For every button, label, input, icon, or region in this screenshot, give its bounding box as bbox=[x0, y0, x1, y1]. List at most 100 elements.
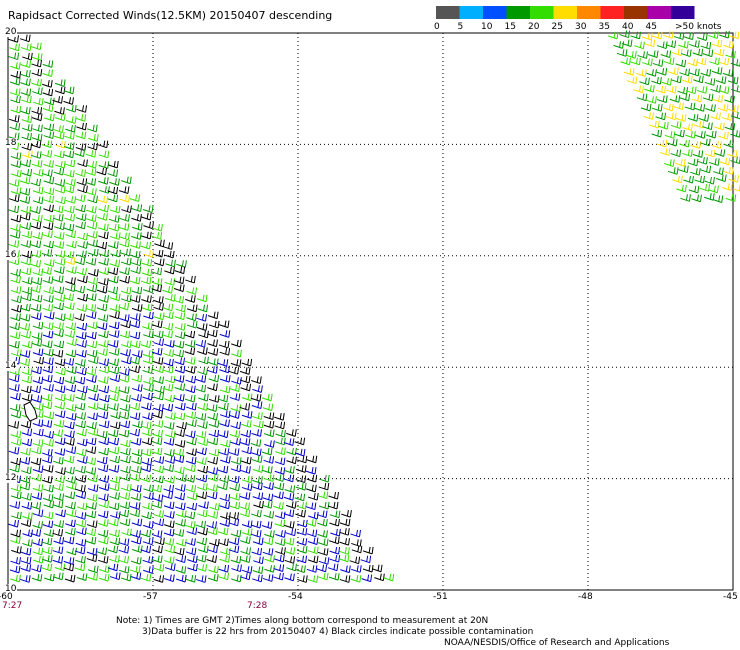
wind-barb bbox=[42, 511, 54, 520]
wind-barb bbox=[673, 102, 684, 110]
wind-barb bbox=[53, 322, 64, 331]
wind-barb bbox=[98, 204, 110, 213]
scale-swatch bbox=[577, 6, 601, 19]
wind-barb bbox=[87, 142, 99, 151]
wind-barb bbox=[63, 142, 75, 150]
wind-barb bbox=[685, 86, 697, 95]
wind-barb bbox=[351, 545, 363, 554]
wind-barb bbox=[141, 402, 152, 411]
wind-barb bbox=[41, 476, 53, 484]
wind-barb bbox=[96, 286, 108, 294]
wind-barb bbox=[118, 538, 130, 547]
wind-barb bbox=[65, 116, 77, 124]
wind-barb bbox=[185, 385, 196, 394]
wind-barb bbox=[700, 165, 712, 174]
wind-barb bbox=[108, 348, 120, 356]
wind-barb bbox=[184, 430, 196, 439]
wind-barb bbox=[684, 102, 696, 111]
wind-barb bbox=[688, 185, 700, 194]
wind-barb bbox=[273, 491, 284, 500]
wind-barb bbox=[620, 57, 631, 66]
wind-barb bbox=[229, 393, 241, 401]
wind-barb bbox=[240, 456, 252, 465]
wind-barb bbox=[683, 32, 695, 41]
wind-barb bbox=[142, 537, 154, 546]
wind-barb bbox=[131, 286, 143, 295]
wind-barb bbox=[195, 340, 207, 348]
wind-barb bbox=[207, 339, 218, 348]
wind-barb bbox=[32, 509, 44, 518]
wind-barb bbox=[141, 231, 152, 240]
wind-barb bbox=[97, 529, 109, 538]
wind-barb bbox=[251, 429, 263, 437]
wind-barb bbox=[121, 528, 132, 537]
wind-barb bbox=[218, 448, 230, 456]
wind-barb bbox=[98, 223, 109, 232]
wind-barb bbox=[228, 367, 240, 375]
wind-barb bbox=[107, 169, 119, 178]
wind-barb bbox=[85, 510, 97, 519]
wind-barb bbox=[218, 320, 230, 329]
wind-barb bbox=[722, 69, 734, 77]
wind-barb bbox=[218, 475, 230, 484]
wind-barb bbox=[54, 448, 66, 456]
wind-barb bbox=[64, 302, 75, 311]
wind-barb bbox=[317, 491, 329, 500]
wind-barb bbox=[250, 439, 262, 447]
wind-barb bbox=[19, 188, 31, 196]
wind-barb bbox=[87, 231, 98, 239]
wind-barb bbox=[143, 377, 154, 385]
wind-barb bbox=[197, 483, 208, 491]
wind-barb bbox=[217, 359, 229, 367]
wind-barb bbox=[229, 430, 241, 438]
wind-barb bbox=[97, 411, 109, 420]
wind-barb bbox=[86, 421, 97, 430]
wind-barb bbox=[197, 527, 208, 536]
wind-barb bbox=[31, 395, 43, 403]
wind-barb bbox=[98, 437, 110, 446]
wind-barb bbox=[619, 30, 631, 39]
wind-barb bbox=[228, 537, 240, 546]
wind-barb bbox=[32, 169, 44, 177]
wind-barb bbox=[97, 213, 108, 221]
wind-barb bbox=[53, 302, 65, 311]
wind-barb bbox=[108, 224, 120, 232]
wind-barb bbox=[75, 332, 87, 340]
wind-barb bbox=[65, 196, 77, 204]
wind-barb bbox=[217, 465, 229, 474]
wind-barb bbox=[98, 420, 110, 429]
wind-barb bbox=[275, 437, 286, 446]
wind-barb bbox=[240, 383, 252, 392]
wind-barb bbox=[98, 267, 110, 276]
wind-barb bbox=[186, 527, 198, 536]
wind-barb bbox=[728, 105, 739, 113]
wind-barb bbox=[185, 457, 197, 465]
wind-barb bbox=[53, 420, 65, 428]
wind-barb bbox=[207, 311, 219, 320]
wind-barb bbox=[206, 521, 218, 529]
wind-barb bbox=[54, 222, 65, 231]
wind-barb bbox=[9, 231, 21, 239]
wind-barb bbox=[318, 482, 330, 491]
wind-barb bbox=[209, 538, 220, 547]
wind-barb bbox=[87, 565, 99, 574]
wind-barb bbox=[679, 139, 690, 148]
wind-barb bbox=[53, 125, 64, 133]
wind-barb bbox=[108, 502, 120, 511]
wind-barb bbox=[140, 529, 152, 538]
wind-barb bbox=[31, 42, 42, 51]
wind-barb bbox=[659, 148, 671, 156]
wind-barb bbox=[218, 403, 229, 411]
wind-barb bbox=[118, 186, 130, 194]
wind-barb bbox=[31, 277, 43, 286]
wind-barb bbox=[143, 566, 154, 574]
wind-barb bbox=[197, 347, 208, 355]
wind-barb bbox=[308, 546, 319, 555]
wind-barb bbox=[220, 440, 231, 448]
wind-barb bbox=[186, 304, 198, 313]
wind-barb bbox=[42, 494, 54, 502]
wind-barb bbox=[241, 528, 253, 536]
wind-barb bbox=[75, 131, 87, 140]
wind-barb bbox=[228, 512, 240, 520]
wind-barb bbox=[184, 511, 196, 520]
